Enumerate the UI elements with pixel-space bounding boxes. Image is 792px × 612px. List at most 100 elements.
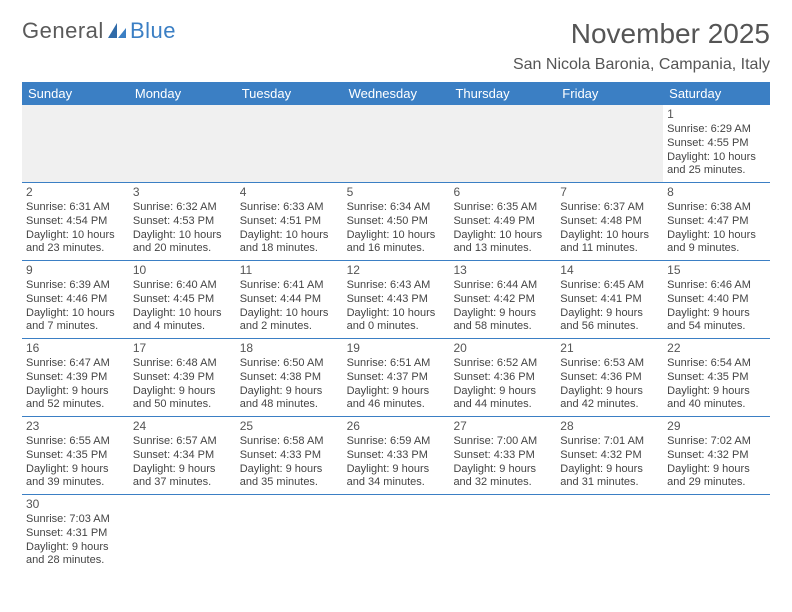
sunrise-text: Sunrise: 6:33 AM <box>240 201 339 215</box>
week-row: 2Sunrise: 6:31 AMSunset: 4:54 PMDaylight… <box>22 183 770 261</box>
daylight-text: Daylight: 9 hours and 58 minutes. <box>453 307 552 335</box>
day-number: 16 <box>26 341 125 356</box>
dow-row: SundayMondayTuesdayWednesdayThursdayFrid… <box>22 82 770 105</box>
dow-cell: Monday <box>129 82 236 105</box>
day-number: 6 <box>453 185 552 200</box>
sunset-text: Sunset: 4:37 PM <box>347 371 446 385</box>
sunset-text: Sunset: 4:35 PM <box>26 449 125 463</box>
day-cell: 26Sunrise: 6:59 AMSunset: 4:33 PMDayligh… <box>343 417 450 494</box>
sunset-text: Sunset: 4:49 PM <box>453 215 552 229</box>
sunrise-text: Sunrise: 6:50 AM <box>240 357 339 371</box>
sunset-text: Sunset: 4:41 PM <box>560 293 659 307</box>
empty-cell <box>663 495 770 572</box>
day-cell: 21Sunrise: 6:53 AMSunset: 4:36 PMDayligh… <box>556 339 663 416</box>
day-cell: 4Sunrise: 6:33 AMSunset: 4:51 PMDaylight… <box>236 183 343 260</box>
daylight-text: Daylight: 9 hours and 42 minutes. <box>560 385 659 413</box>
day-number: 28 <box>560 419 659 434</box>
week-row: 9Sunrise: 6:39 AMSunset: 4:46 PMDaylight… <box>22 261 770 339</box>
day-number: 22 <box>667 341 766 356</box>
sunrise-text: Sunrise: 6:40 AM <box>133 279 232 293</box>
sunset-text: Sunset: 4:33 PM <box>240 449 339 463</box>
day-cell: 27Sunrise: 7:00 AMSunset: 4:33 PMDayligh… <box>449 417 556 494</box>
day-number: 4 <box>240 185 339 200</box>
daylight-text: Daylight: 10 hours and 9 minutes. <box>667 229 766 257</box>
empty-cell <box>22 105 129 182</box>
sunset-text: Sunset: 4:39 PM <box>133 371 232 385</box>
daylight-text: Daylight: 10 hours and 7 minutes. <box>26 307 125 335</box>
daylight-text: Daylight: 9 hours and 37 minutes. <box>133 463 232 491</box>
daylight-text: Daylight: 10 hours and 13 minutes. <box>453 229 552 257</box>
sunrise-text: Sunrise: 6:32 AM <box>133 201 232 215</box>
day-cell: 22Sunrise: 6:54 AMSunset: 4:35 PMDayligh… <box>663 339 770 416</box>
sunrise-text: Sunrise: 6:44 AM <box>453 279 552 293</box>
sunset-text: Sunset: 4:32 PM <box>560 449 659 463</box>
sunset-text: Sunset: 4:34 PM <box>133 449 232 463</box>
dow-cell: Tuesday <box>236 82 343 105</box>
day-cell: 25Sunrise: 6:58 AMSunset: 4:33 PMDayligh… <box>236 417 343 494</box>
day-number: 17 <box>133 341 232 356</box>
day-number: 19 <box>347 341 446 356</box>
daylight-text: Daylight: 9 hours and 29 minutes. <box>667 463 766 491</box>
day-cell: 6Sunrise: 6:35 AMSunset: 4:49 PMDaylight… <box>449 183 556 260</box>
week-row: 16Sunrise: 6:47 AMSunset: 4:39 PMDayligh… <box>22 339 770 417</box>
week-row: 1Sunrise: 6:29 AMSunset: 4:55 PMDaylight… <box>22 105 770 183</box>
day-cell: 29Sunrise: 7:02 AMSunset: 4:32 PMDayligh… <box>663 417 770 494</box>
daylight-text: Daylight: 9 hours and 54 minutes. <box>667 307 766 335</box>
dow-cell: Wednesday <box>343 82 450 105</box>
daylight-text: Daylight: 9 hours and 39 minutes. <box>26 463 125 491</box>
daylight-text: Daylight: 9 hours and 48 minutes. <box>240 385 339 413</box>
sunrise-text: Sunrise: 7:03 AM <box>26 513 125 527</box>
empty-cell <box>236 105 343 182</box>
sunset-text: Sunset: 4:51 PM <box>240 215 339 229</box>
daylight-text: Daylight: 10 hours and 0 minutes. <box>347 307 446 335</box>
empty-cell <box>343 105 450 182</box>
dow-cell: Thursday <box>449 82 556 105</box>
day-number: 15 <box>667 263 766 278</box>
sunset-text: Sunset: 4:46 PM <box>26 293 125 307</box>
daylight-text: Daylight: 10 hours and 2 minutes. <box>240 307 339 335</box>
day-number: 5 <box>347 185 446 200</box>
week-row: 23Sunrise: 6:55 AMSunset: 4:35 PMDayligh… <box>22 417 770 495</box>
daylight-text: Daylight: 9 hours and 40 minutes. <box>667 385 766 413</box>
sunrise-text: Sunrise: 6:46 AM <box>667 279 766 293</box>
sunset-text: Sunset: 4:48 PM <box>560 215 659 229</box>
day-number: 25 <box>240 419 339 434</box>
day-cell: 15Sunrise: 6:46 AMSunset: 4:40 PMDayligh… <box>663 261 770 338</box>
daylight-text: Daylight: 10 hours and 23 minutes. <box>26 229 125 257</box>
sunrise-text: Sunrise: 6:43 AM <box>347 279 446 293</box>
logo-text-2: Blue <box>130 18 176 44</box>
sunrise-text: Sunrise: 6:48 AM <box>133 357 232 371</box>
day-number: 27 <box>453 419 552 434</box>
month-title: November 2025 <box>513 18 770 50</box>
day-number: 3 <box>133 185 232 200</box>
sunrise-text: Sunrise: 6:37 AM <box>560 201 659 215</box>
empty-cell <box>449 105 556 182</box>
day-number: 10 <box>133 263 232 278</box>
day-cell: 1Sunrise: 6:29 AMSunset: 4:55 PMDaylight… <box>663 105 770 182</box>
sunrise-text: Sunrise: 6:51 AM <box>347 357 446 371</box>
week-row: 30Sunrise: 7:03 AMSunset: 4:31 PMDayligh… <box>22 495 770 572</box>
sunrise-text: Sunrise: 6:47 AM <box>26 357 125 371</box>
sunset-text: Sunset: 4:43 PM <box>347 293 446 307</box>
day-number: 9 <box>26 263 125 278</box>
day-cell: 13Sunrise: 6:44 AMSunset: 4:42 PMDayligh… <box>449 261 556 338</box>
sunset-text: Sunset: 4:55 PM <box>667 137 766 151</box>
sunset-text: Sunset: 4:50 PM <box>347 215 446 229</box>
day-cell: 11Sunrise: 6:41 AMSunset: 4:44 PMDayligh… <box>236 261 343 338</box>
day-cell: 30Sunrise: 7:03 AMSunset: 4:31 PMDayligh… <box>22 495 129 572</box>
day-cell: 28Sunrise: 7:01 AMSunset: 4:32 PMDayligh… <box>556 417 663 494</box>
daylight-text: Daylight: 10 hours and 11 minutes. <box>560 229 659 257</box>
sunset-text: Sunset: 4:39 PM <box>26 371 125 385</box>
day-number: 18 <box>240 341 339 356</box>
dow-cell: Sunday <box>22 82 129 105</box>
day-number: 2 <box>26 185 125 200</box>
sunset-text: Sunset: 4:40 PM <box>667 293 766 307</box>
empty-cell <box>449 495 556 572</box>
sunset-text: Sunset: 4:47 PM <box>667 215 766 229</box>
sunset-text: Sunset: 4:54 PM <box>26 215 125 229</box>
sunrise-text: Sunrise: 6:53 AM <box>560 357 659 371</box>
sunset-text: Sunset: 4:33 PM <box>347 449 446 463</box>
day-cell: 19Sunrise: 6:51 AMSunset: 4:37 PMDayligh… <box>343 339 450 416</box>
day-number: 8 <box>667 185 766 200</box>
empty-cell <box>129 495 236 572</box>
